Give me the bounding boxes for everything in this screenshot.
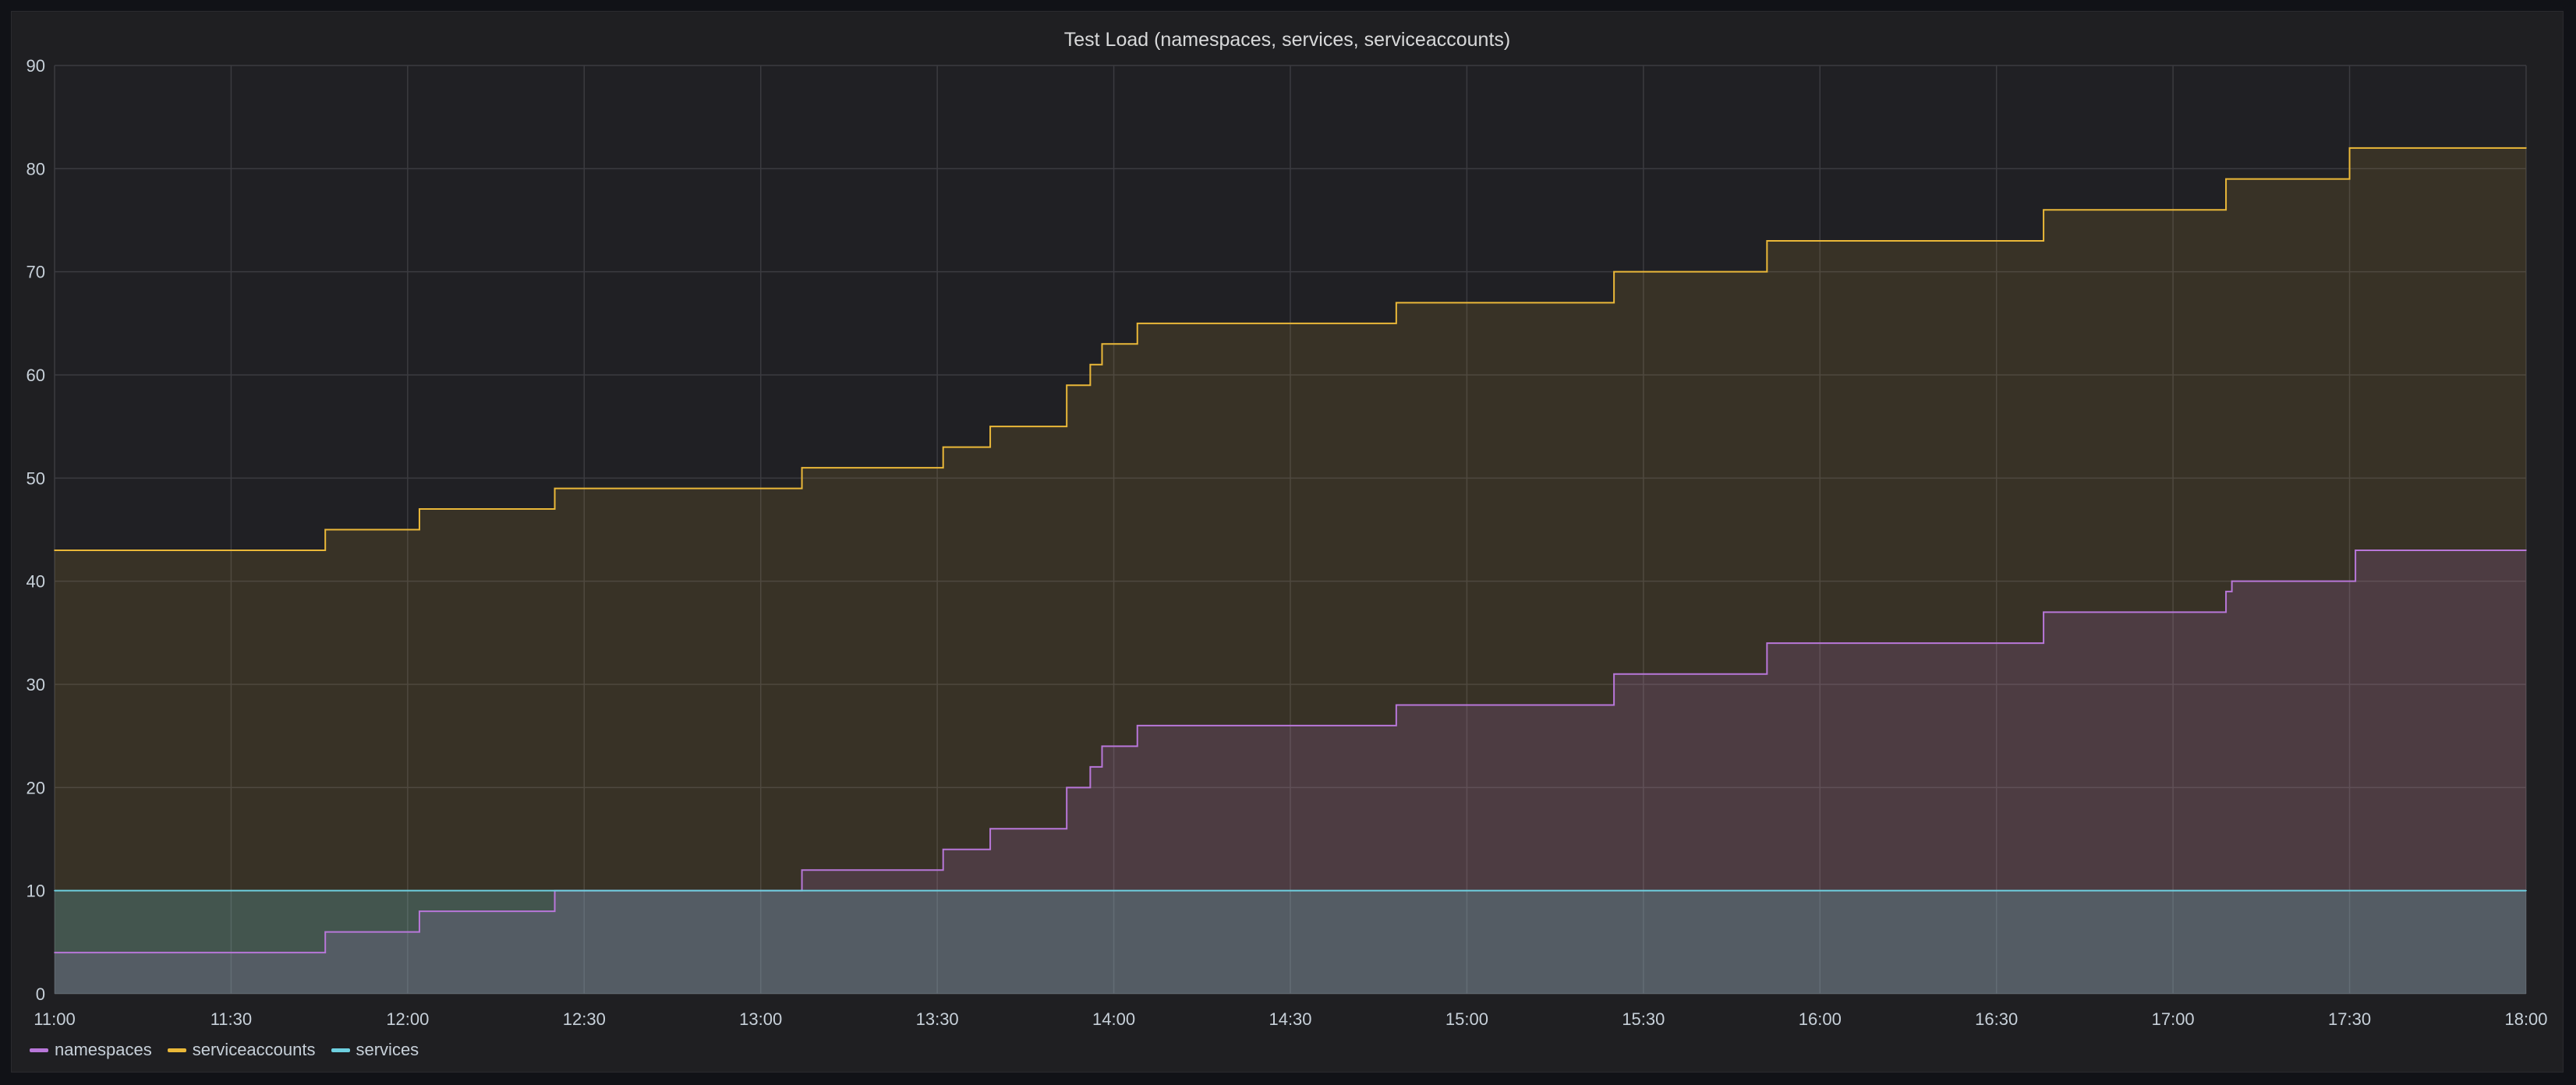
axis-layer: 0 10 20 30 40 50 60 70 80 90 11:00 11:30 12:00 12:30 1… [27, 56, 2548, 1029]
data-point-namespaces [324, 931, 326, 933]
x-tick-label: 16:30 [1975, 1009, 2018, 1029]
data-point-serviceaccounts [324, 528, 326, 531]
legend-swatch [167, 1048, 186, 1052]
y-tick-label: 40 [27, 572, 45, 592]
y-tick-label: 80 [27, 159, 45, 178]
data-point-serviceaccounts [2348, 147, 2351, 149]
data-point-serviceaccounts [1066, 384, 1067, 387]
data-point-namespaces [2525, 550, 2527, 551]
data-point-serviceaccounts [801, 467, 803, 468]
x-tick-label: 15:00 [1445, 1009, 1488, 1029]
legend-item-namespaces[interactable]: namespaces [30, 1040, 152, 1060]
y-tick-label: 0 [36, 984, 45, 1004]
y-tick-label: 20 [27, 778, 45, 797]
y-tick-label: 30 [27, 675, 45, 694]
y-tick-label: 50 [27, 468, 45, 488]
data-point-serviceaccounts [54, 550, 55, 551]
data-point-namespaces [1101, 745, 1103, 747]
data-point-serviceaccounts [1089, 363, 1092, 366]
x-tick-label: 17:30 [2328, 1009, 2371, 1029]
legend-swatch [331, 1048, 350, 1052]
x-tick-label: 11:30 [211, 1009, 252, 1029]
y-tick-label: 70 [27, 263, 45, 282]
data-point-namespaces [2355, 550, 2356, 551]
data-point-services [54, 889, 55, 892]
panel-title: Test Load (namespaces, services, service… [1063, 29, 1511, 51]
series-line-namespaces [55, 549, 2526, 954]
data-point-namespaces [1066, 786, 1067, 789]
x-tick-label: 13:30 [916, 1009, 959, 1029]
data-point-namespaces [54, 952, 55, 953]
y-tick-label: 90 [27, 56, 45, 76]
data-point-serviceaccounts [989, 426, 991, 427]
data-point-namespaces [989, 828, 991, 830]
data-point-serviceaccounts [419, 508, 420, 510]
x-tick-label: 14:00 [1092, 1009, 1135, 1029]
series-line-serviceaccounts [55, 147, 2526, 551]
x-tick-label: 12:30 [563, 1009, 606, 1029]
data-point-namespaces [1766, 642, 1768, 644]
data-point-serviceaccounts [554, 487, 556, 489]
chart-legend: namespaces serviceaccounts services [30, 1040, 419, 1060]
data-point-serviceaccounts [1396, 302, 1397, 304]
x-tick-label: 11:00 [34, 1009, 75, 1029]
legend-label: namespaces [55, 1040, 152, 1059]
legend-label: services [356, 1040, 419, 1059]
data-point-namespaces [942, 848, 944, 850]
data-point-namespaces [1136, 725, 1138, 726]
area-layer [55, 147, 2526, 994]
data-point-namespaces [801, 869, 803, 871]
x-tick-label: 18:00 [2504, 1009, 2547, 1029]
data-point-serviceaccounts [1101, 343, 1103, 345]
data-point-namespaces [1089, 766, 1092, 768]
legend-swatch [30, 1048, 48, 1052]
data-point-namespaces [1613, 673, 1615, 675]
y-tick-label: 60 [27, 366, 45, 385]
area-services [55, 890, 2526, 994]
x-tick-label: 14:30 [1269, 1009, 1311, 1029]
y-tick-label: 10 [27, 882, 45, 901]
data-point-serviceaccounts [2525, 147, 2527, 149]
data-point-serviceaccounts [1613, 270, 1615, 273]
line-layer [54, 147, 2527, 954]
data-point-namespaces [2231, 580, 2233, 582]
legend-label: serviceaccounts [192, 1040, 316, 1059]
data-point-serviceaccounts [942, 446, 944, 448]
legend-item-serviceaccounts[interactable]: serviceaccounts [167, 1040, 316, 1060]
legend-item-services[interactable]: services [331, 1040, 419, 1060]
data-point-services [2525, 889, 2527, 892]
x-tick-label: 13:00 [739, 1009, 782, 1029]
area-namespaces [55, 550, 2526, 994]
area-serviceaccounts [55, 147, 2526, 994]
data-point-namespaces [2225, 591, 2227, 592]
data-point-namespaces [1396, 704, 1397, 706]
data-point-serviceaccounts [2043, 209, 2044, 211]
data-point-namespaces [2043, 611, 2044, 613]
data-point-namespaces [419, 910, 420, 912]
x-tick-label: 15:30 [1622, 1009, 1665, 1029]
data-point-serviceaccounts [1766, 240, 1768, 242]
x-tick-label: 17:00 [2152, 1009, 2195, 1029]
x-tick-label: 16:00 [1799, 1009, 1842, 1029]
data-point-serviceaccounts [1136, 323, 1138, 324]
data-point-serviceaccounts [2225, 178, 2227, 180]
x-tick-label: 12:00 [386, 1009, 429, 1029]
